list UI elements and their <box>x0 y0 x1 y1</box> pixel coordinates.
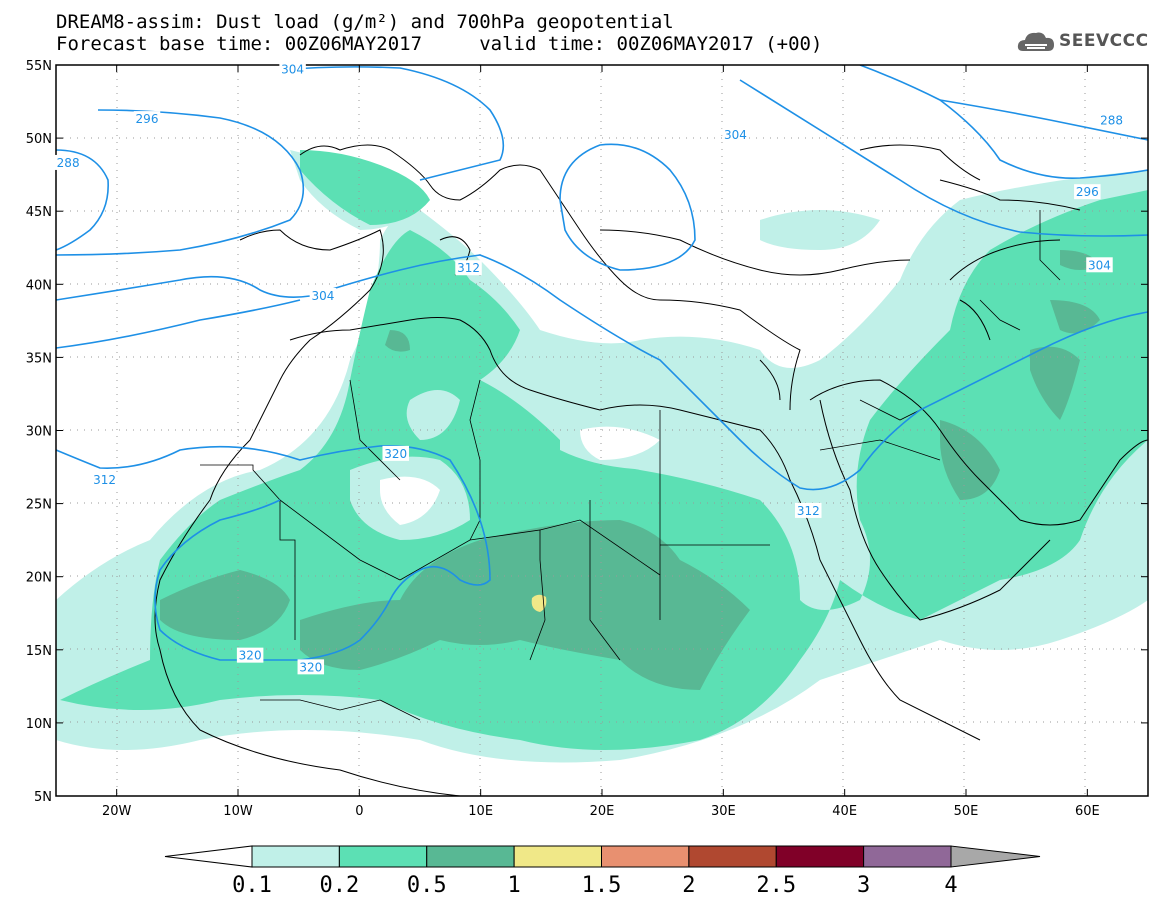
colorbar-label: 4 <box>944 873 957 898</box>
seevccc-logo: SEEVCCC <box>1015 25 1155 59</box>
colorbar-arrow-right <box>950 845 1041 868</box>
colorbar-label: 2.5 <box>756 873 796 898</box>
contour-label-bg <box>133 111 161 127</box>
colorbar-box <box>251 845 340 868</box>
colorbar-label: 1 <box>508 873 521 898</box>
lat-tick-label: 45N <box>26 205 52 220</box>
lat-tick-label: 35N <box>26 351 52 366</box>
lon-tick-label: 60E <box>1075 804 1100 819</box>
lat-tick-label: 50N <box>26 132 52 147</box>
contour-label-bg <box>236 647 264 663</box>
colorbar-box <box>601 845 690 868</box>
title-line-2: Forecast base time: 00Z06MAY2017 valid t… <box>56 33 823 55</box>
contour-labels: 304 296 288 304 288 296 304 312 304 320 312 312 320 3… <box>54 61 1125 675</box>
title-line-1: DREAM8-assim: Dust load (g/m²) and 700hP… <box>56 11 674 33</box>
logo-text: SEEVCCC <box>1059 31 1149 51</box>
contour-label: 320 <box>239 649 262 663</box>
colorbar-box <box>688 845 777 868</box>
contour-label: 296 <box>136 112 159 126</box>
contour-label: 312 <box>93 473 116 487</box>
lon-tick-label: 50E <box>954 804 979 819</box>
country-borders <box>200 210 1061 721</box>
contour-label-bg <box>54 154 82 170</box>
contour-label: 304 <box>724 128 747 142</box>
lat-tick-label: 25N <box>26 498 52 513</box>
contour-label-bg <box>297 659 325 675</box>
lon-tick-label: 0 <box>355 804 363 819</box>
dust-shading-1-1.5 <box>531 594 547 612</box>
colorbar-label: 2 <box>682 873 695 898</box>
contour-label-bg <box>91 472 118 488</box>
lon-tick-label: 40E <box>832 804 857 819</box>
lat-tick-label: 55N <box>26 59 52 74</box>
lon-tick-label: 30E <box>711 804 736 819</box>
contour-label: 288 <box>1100 114 1123 128</box>
axis-ticks: 20W 10W 0 10E 20E 30E 40E 50E 60E 55N 50N 45N 40N 35N… <box>26 59 1148 819</box>
colorbar-label: 0.5 <box>407 873 447 898</box>
lon-tick-label: 10E <box>468 804 493 819</box>
lat-tick-label: 15N <box>26 644 52 659</box>
contour-label: 304 <box>311 289 334 303</box>
colorbar-box <box>775 845 865 868</box>
contour-label: 304 <box>1088 258 1111 272</box>
colorbar-box <box>513 845 602 868</box>
colorbar-label: 3 <box>857 873 870 898</box>
contour-label-bg <box>722 127 749 143</box>
lat-tick-label: 20N <box>26 571 52 586</box>
dust-shading-high <box>160 250 1100 690</box>
contour-label-bg <box>795 502 822 518</box>
dust-free-areas <box>380 426 660 525</box>
colorbar-label: 0.1 <box>232 873 272 898</box>
colorbar-box <box>338 845 428 868</box>
lat-tick-label: 10N <box>26 717 52 732</box>
contour-label-bg <box>1086 257 1113 273</box>
coastlines-and-borders <box>154 144 1148 796</box>
contour-label-bg <box>1098 112 1125 128</box>
geopotential-contours <box>56 65 1148 661</box>
contour-label: 312 <box>797 504 820 518</box>
lat-tick-label: 5N <box>34 790 52 805</box>
lon-tick-label: 20W <box>102 804 132 819</box>
colorbar-label: 0.2 <box>320 873 360 898</box>
contour-label: 296 <box>1076 185 1099 199</box>
contour-label-bg <box>1074 184 1101 200</box>
lat-tick-label: 30N <box>26 425 52 440</box>
contour-label-bg <box>382 445 409 461</box>
lon-tick-label: 20E <box>590 804 615 819</box>
contour-label: 320 <box>384 447 407 461</box>
colorbar-label: 1.5 <box>582 873 622 898</box>
lon-tick-label: 10W <box>223 804 253 819</box>
gridlines <box>56 65 1148 796</box>
contour-label: 288 <box>57 156 80 170</box>
contour-label-bg <box>455 260 482 276</box>
contour-label-bg <box>279 61 306 77</box>
colorbar-box <box>863 845 952 868</box>
colorbar-arrow-left <box>164 845 253 868</box>
contour-label-bg <box>309 287 337 303</box>
contour-label: 320 <box>299 660 322 674</box>
dust-shading-mid <box>60 150 1148 750</box>
cloud-icon <box>1017 32 1054 51</box>
contour-label: 312 <box>457 261 480 275</box>
lat-tick-label: 40N <box>26 278 52 293</box>
colorbar-box <box>426 845 515 868</box>
contour-label: 304 <box>281 62 304 76</box>
